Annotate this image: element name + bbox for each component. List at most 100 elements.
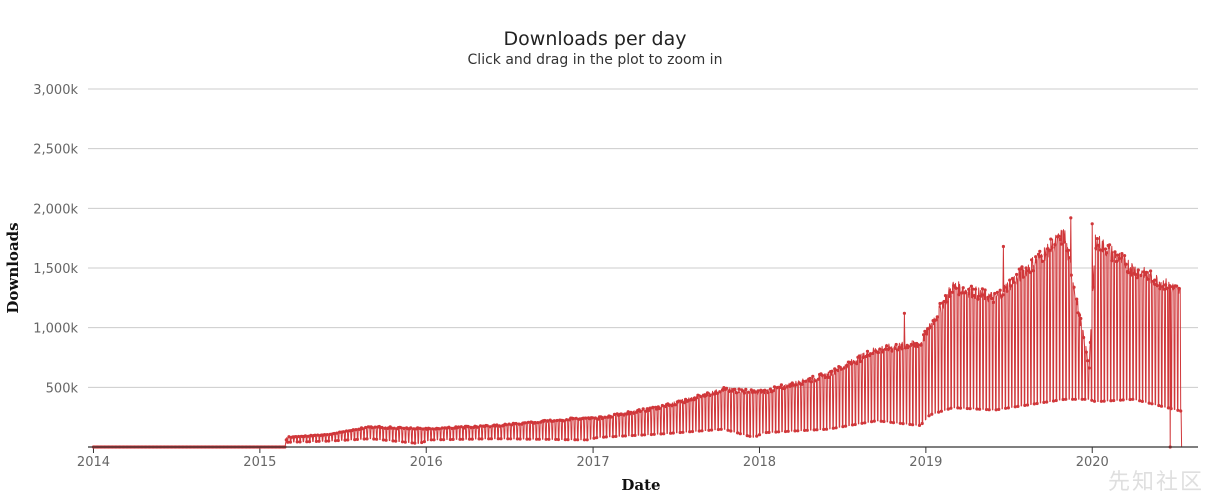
data-point — [729, 429, 733, 433]
data-point — [375, 437, 379, 441]
data-point — [428, 427, 432, 431]
data-point — [904, 346, 908, 350]
data-point — [1039, 254, 1043, 258]
data-point — [878, 347, 882, 351]
data-point — [804, 379, 808, 383]
data-point — [1049, 237, 1053, 241]
data-point — [783, 429, 788, 434]
data-point — [612, 412, 617, 416]
data-point — [879, 419, 883, 423]
data-point — [323, 433, 327, 437]
data-point — [470, 437, 474, 441]
data-point — [782, 386, 786, 391]
data-point — [485, 424, 489, 428]
data-point — [1109, 399, 1113, 403]
data-point — [1028, 270, 1032, 274]
data-point — [629, 410, 633, 414]
data-point — [1083, 397, 1087, 401]
data-point — [313, 433, 317, 437]
data-point — [1057, 234, 1061, 238]
data-point — [451, 437, 455, 441]
data-point — [630, 433, 634, 438]
data-point — [1108, 243, 1112, 247]
data-point — [942, 299, 946, 304]
data-point — [842, 366, 846, 370]
data-point — [1045, 400, 1049, 404]
data-point — [772, 385, 777, 389]
data-point — [1058, 237, 1062, 242]
data-point — [989, 294, 993, 298]
data-point — [314, 439, 318, 443]
data-point — [295, 440, 299, 444]
data-point — [883, 347, 887, 351]
data-point — [738, 432, 742, 436]
data-point — [640, 433, 644, 437]
data-point — [442, 438, 446, 442]
data-point — [317, 439, 321, 443]
data-point — [305, 440, 309, 444]
x-tick-label: 2017 — [577, 455, 610, 470]
data-point — [841, 425, 845, 429]
data-point — [440, 426, 444, 430]
data-point — [967, 287, 971, 291]
data-point — [1062, 240, 1066, 244]
data-point — [1009, 284, 1013, 288]
data-point — [392, 426, 396, 430]
data-point — [1050, 245, 1054, 249]
data-point — [946, 407, 950, 411]
data-point — [902, 311, 907, 315]
data-point — [647, 408, 651, 413]
data-point — [1155, 284, 1159, 288]
data-point — [991, 300, 995, 304]
data-point — [901, 422, 905, 426]
data-point — [566, 438, 570, 442]
data-point — [718, 390, 722, 394]
data-point — [576, 438, 580, 442]
y-tick-label: 1,500k — [33, 262, 78, 277]
data-point — [573, 438, 577, 442]
data-point — [1024, 266, 1028, 270]
y-axis-title: Downloads — [4, 222, 22, 313]
data-point — [466, 424, 470, 429]
data-point — [1020, 265, 1024, 269]
data-point — [954, 286, 959, 290]
data-point — [619, 412, 623, 416]
data-point — [487, 437, 491, 441]
data-point — [998, 288, 1002, 292]
data-point — [774, 430, 778, 434]
data-point — [1060, 242, 1064, 246]
data-point — [976, 297, 980, 301]
data-point — [725, 386, 729, 390]
data-point — [355, 437, 359, 441]
data-point — [1084, 350, 1088, 354]
data-point — [1077, 313, 1082, 317]
data-point — [997, 407, 1001, 411]
data-point — [1120, 252, 1124, 256]
data-point — [565, 418, 569, 422]
data-point — [1002, 285, 1006, 289]
data-point — [710, 428, 714, 432]
data-point — [459, 425, 463, 429]
data-point — [1071, 397, 1075, 401]
data-point — [801, 379, 805, 383]
data-point — [544, 437, 548, 441]
data-point — [1128, 397, 1132, 402]
data-point — [889, 420, 893, 424]
data-point — [623, 434, 628, 438]
data-point — [1157, 403, 1161, 408]
data-point — [1080, 397, 1084, 401]
data-point — [504, 423, 509, 427]
data-point — [1117, 256, 1121, 261]
data-point — [708, 393, 712, 397]
data-point — [307, 440, 312, 444]
data-point — [964, 291, 968, 295]
data-point — [881, 350, 885, 354]
data-point — [1090, 398, 1094, 402]
data-point — [793, 429, 797, 433]
data-point — [1010, 276, 1015, 281]
data-point — [429, 438, 433, 442]
data-point — [900, 347, 904, 351]
y-tick-label: 3,000k — [33, 83, 78, 98]
data-point — [950, 290, 954, 294]
